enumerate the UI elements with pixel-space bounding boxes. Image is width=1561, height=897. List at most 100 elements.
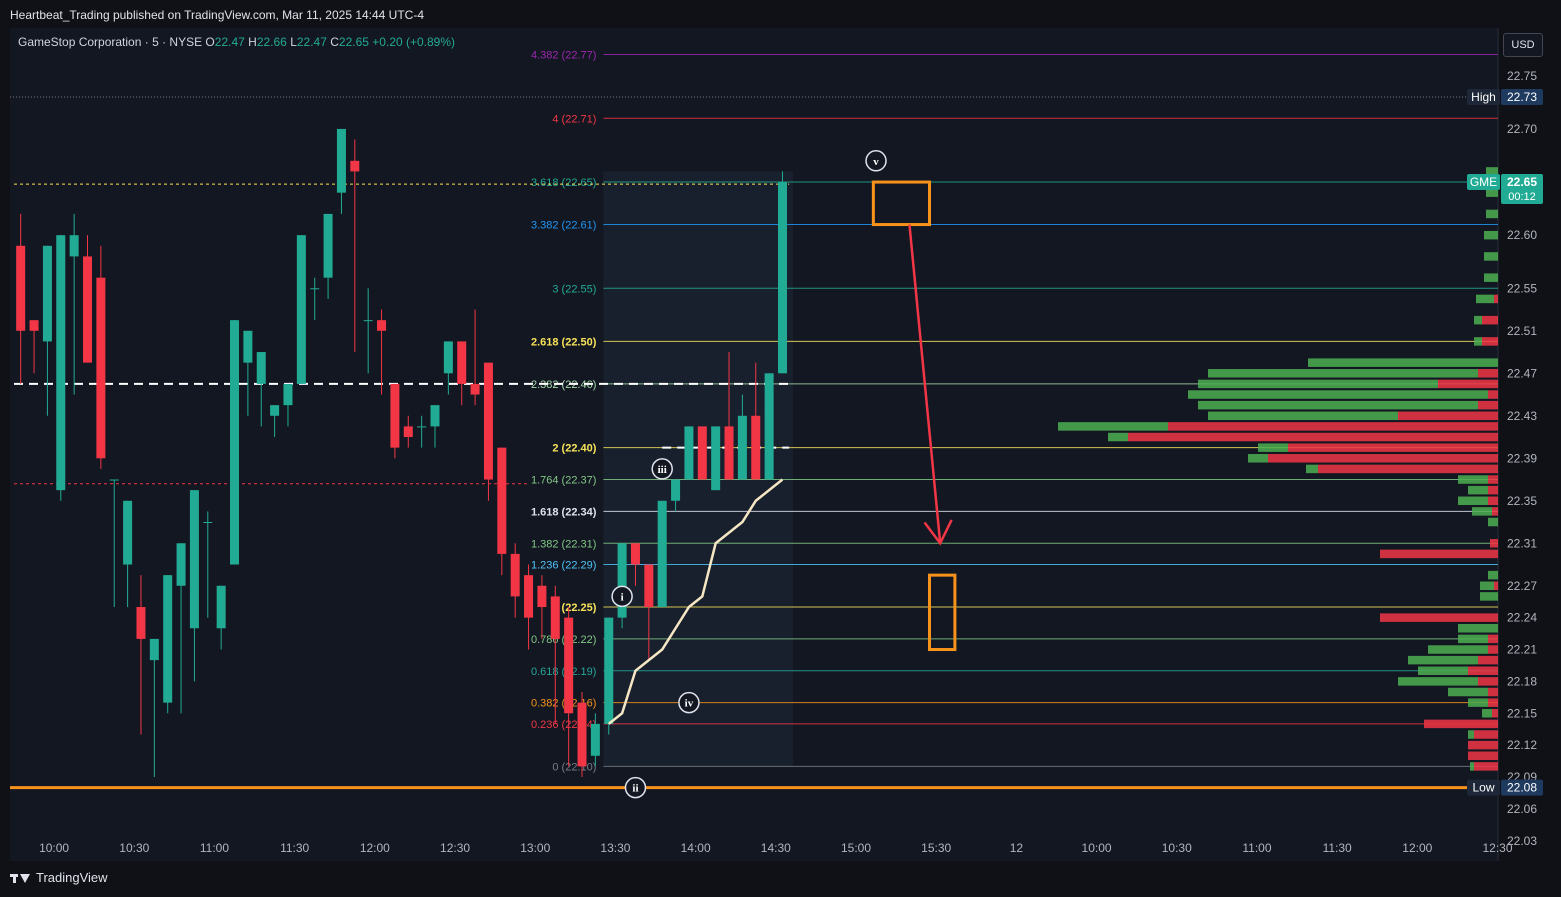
vp-bar-down: [1488, 475, 1498, 484]
x-tick-label: 10:00: [1082, 841, 1112, 855]
vp-bar-down: [1482, 337, 1498, 346]
candle-body: [29, 320, 39, 331]
currency-button[interactable]: USD: [1503, 33, 1543, 57]
y-tick-label: 22.43: [1507, 409, 1537, 423]
vp-bar-down: [1268, 454, 1498, 463]
vp-bar-down: [1474, 730, 1498, 739]
vp-bar-up: [1488, 517, 1498, 527]
candle-body: [377, 320, 387, 331]
vp-bar-up: [1198, 400, 1478, 410]
fib-label: 3 (22.55): [552, 283, 596, 295]
candle-body: [390, 383, 400, 448]
wave-label: iii: [651, 458, 673, 480]
candle: [69, 213, 79, 395]
candle-body: [711, 426, 721, 491]
vp-bar-down: [1468, 751, 1498, 761]
y-tick-label: 22.03: [1507, 834, 1537, 848]
candle-body: [96, 277, 106, 459]
last-price-bg: [1501, 174, 1543, 205]
vp-bar-up: [1058, 422, 1168, 431]
candle-body: [577, 702, 587, 767]
candle-body: [230, 320, 240, 565]
vp-bar-up: [1468, 485, 1488, 495]
wave-label: i: [611, 585, 633, 608]
candle-body: [363, 320, 373, 322]
candle-body: [310, 288, 320, 290]
legend-high: 22.66: [256, 35, 287, 49]
vp-bar-down: [1492, 507, 1498, 516]
symbol-title[interactable]: GameStop Corporation · 5 · NYSE: [18, 35, 203, 49]
y-tick-label: 22.35: [1507, 494, 1537, 508]
candle: [29, 320, 39, 374]
tradingview-logo[interactable]: TradingView: [10, 870, 108, 885]
x-tick-label: 12:00: [360, 841, 390, 855]
candle: [537, 575, 547, 639]
candle-body: [42, 245, 52, 342]
y-tick-label: 22.12: [1507, 738, 1537, 752]
wave-label: iv: [678, 691, 700, 714]
x-tick-label: 13:00: [520, 841, 550, 855]
candle: [777, 171, 787, 374]
vp-bar-up: [1448, 687, 1488, 697]
vp-bar-up: [1458, 496, 1488, 506]
y-tick-label: 22.18: [1507, 674, 1537, 688]
candle: [564, 607, 574, 767]
candle: [149, 638, 159, 778]
candle-body: [296, 235, 306, 384]
vp-bar-down: [1482, 315, 1498, 325]
candle-body: [644, 564, 654, 608]
y-tick-label: 22.55: [1507, 281, 1537, 295]
vp-bar-down: [1318, 464, 1498, 474]
fib-label: 2.382 (22.46): [531, 379, 596, 391]
y-tick-label: 22.75: [1507, 69, 1537, 83]
low-label: Low: [1472, 781, 1494, 795]
tradingview-logo-icon: [10, 872, 30, 884]
vp-bar-down: [1492, 709, 1498, 718]
candle: [550, 585, 560, 724]
candle-body: [16, 245, 26, 331]
vp-bar-up: [1470, 762, 1474, 771]
candle: [310, 277, 320, 321]
wave-circle: [611, 585, 633, 608]
candle-body: [403, 426, 413, 438]
last-price: 22.65: [1507, 175, 1537, 189]
vp-bar-up: [1418, 666, 1468, 676]
candle: [590, 713, 600, 767]
y-tick-label: 22.31: [1507, 536, 1537, 550]
x-tick-label: 14:00: [681, 841, 711, 855]
footer: TradingView: [0, 861, 1561, 897]
legend-low: 22.47: [296, 35, 327, 49]
candle: [657, 500, 667, 608]
vp-bar-down: [1494, 294, 1498, 304]
wave-text: ii: [632, 783, 638, 795]
vp-bar-up: [1398, 677, 1478, 686]
fib-label: 0 (22.10): [552, 761, 596, 773]
vp-bar-up: [1472, 507, 1492, 516]
candle-body: [176, 543, 186, 586]
vp-bar-up: [1458, 475, 1488, 484]
candle: [604, 617, 614, 735]
fib-label: 0.382 (22.16): [531, 698, 596, 710]
candle-body: [657, 500, 667, 608]
candle-body: [497, 447, 507, 554]
price-scale: [1498, 28, 1551, 862]
candle-body: [457, 341, 467, 384]
candle-body: [590, 723, 600, 756]
x-tick-label: 10:00: [39, 841, 69, 855]
last-timer: 00:12: [1508, 191, 1536, 203]
wave-label: v: [865, 150, 887, 172]
legend-close-label: C: [330, 35, 339, 49]
candle: [189, 490, 199, 682]
fib-label: 1.618 (22.34): [531, 506, 597, 518]
candle: [283, 383, 293, 427]
symbol-legend[interactable]: GameStop Corporation · 5 · NYSE O22.47 H…: [18, 35, 455, 49]
brand-text: TradingView: [36, 870, 108, 885]
vp-bar-down: [1488, 687, 1498, 697]
candle-body: [283, 383, 293, 406]
candle-body: [123, 500, 133, 565]
vp-bar-down: [1488, 698, 1498, 707]
candle: [724, 352, 734, 480]
fib-label: 4.382 (22.77): [531, 50, 596, 62]
fib-label: 4 (22.71): [552, 113, 596, 125]
